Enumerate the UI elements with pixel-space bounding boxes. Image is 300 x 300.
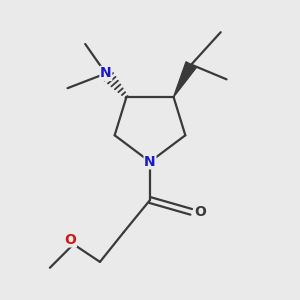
Polygon shape [174, 62, 196, 97]
Text: O: O [194, 205, 206, 219]
Text: O: O [64, 233, 76, 247]
Text: N: N [100, 66, 112, 80]
Text: N: N [144, 155, 156, 169]
